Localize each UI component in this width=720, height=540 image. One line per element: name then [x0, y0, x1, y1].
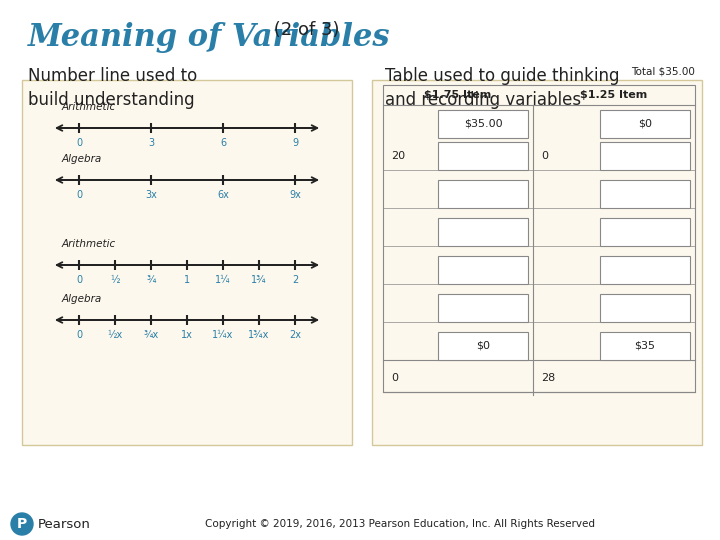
Text: 0: 0	[76, 190, 82, 200]
Text: 0: 0	[76, 330, 82, 340]
Text: $0: $0	[476, 341, 490, 351]
Text: 28: 28	[541, 373, 555, 383]
Text: Pearson: Pearson	[38, 517, 91, 530]
Text: 0: 0	[76, 275, 82, 285]
Text: P: P	[17, 517, 27, 531]
Text: 1¼: 1¼	[215, 275, 231, 285]
Text: $35: $35	[634, 341, 655, 351]
Text: 9: 9	[292, 138, 298, 148]
Text: $35.00: $35.00	[464, 119, 503, 129]
Text: ¾: ¾	[146, 275, 156, 285]
Bar	[600, 332, 690, 360]
Text: 9x: 9x	[289, 190, 301, 200]
Bar	[438, 218, 528, 246]
Text: Algebra: Algebra	[62, 154, 102, 164]
Bar	[600, 218, 690, 246]
Bar	[600, 180, 690, 208]
Bar	[438, 180, 528, 208]
Text: Arithmetic: Arithmetic	[62, 239, 116, 249]
Text: 0: 0	[541, 151, 548, 161]
Text: $1.25 Item: $1.25 Item	[580, 90, 647, 100]
Text: 1¾x: 1¾x	[248, 330, 270, 340]
Text: ½x: ½x	[107, 330, 122, 340]
Text: Total $35.00: Total $35.00	[631, 67, 695, 77]
Bar	[600, 294, 690, 322]
Text: $0: $0	[638, 119, 652, 129]
Bar	[22, 80, 352, 445]
Text: 1x: 1x	[181, 330, 193, 340]
Text: Arithmetic: Arithmetic	[62, 102, 116, 112]
Bar	[438, 110, 528, 138]
Text: 1¼x: 1¼x	[212, 330, 234, 340]
Text: 3: 3	[148, 138, 154, 148]
Bar	[600, 142, 690, 170]
Bar	[438, 332, 528, 360]
Bar	[600, 256, 690, 284]
Text: 2: 2	[292, 275, 298, 285]
Text: 0: 0	[391, 373, 398, 383]
Text: (2 of 3): (2 of 3)	[268, 21, 340, 39]
Text: 3x: 3x	[145, 190, 157, 200]
Bar	[438, 256, 528, 284]
Text: Meaning of Variables: Meaning of Variables	[28, 22, 390, 53]
Text: ¾x: ¾x	[143, 330, 158, 340]
Text: 1¾: 1¾	[251, 275, 267, 285]
Bar	[383, 85, 695, 392]
Text: 0: 0	[76, 138, 82, 148]
Text: Algebra: Algebra	[62, 294, 102, 304]
Text: 1: 1	[184, 275, 190, 285]
Text: 2x: 2x	[289, 330, 301, 340]
Text: Table used to guide thinking
and recording variables: Table used to guide thinking and recordi…	[385, 67, 619, 109]
Text: 20: 20	[391, 151, 405, 161]
Bar	[438, 142, 528, 170]
Text: ½: ½	[110, 275, 120, 285]
Bar	[372, 80, 702, 445]
Bar	[438, 294, 528, 322]
Circle shape	[11, 513, 33, 535]
Text: Copyright © 2019, 2016, 2013 Pearson Education, Inc. All Rights Reserved: Copyright © 2019, 2016, 2013 Pearson Edu…	[205, 519, 595, 529]
Text: 6: 6	[220, 138, 226, 148]
Text: $1.75 Item: $1.75 Item	[424, 90, 492, 100]
Text: Number line used to
build understanding: Number line used to build understanding	[28, 67, 197, 109]
Bar	[600, 110, 690, 138]
Text: 6x: 6x	[217, 190, 229, 200]
